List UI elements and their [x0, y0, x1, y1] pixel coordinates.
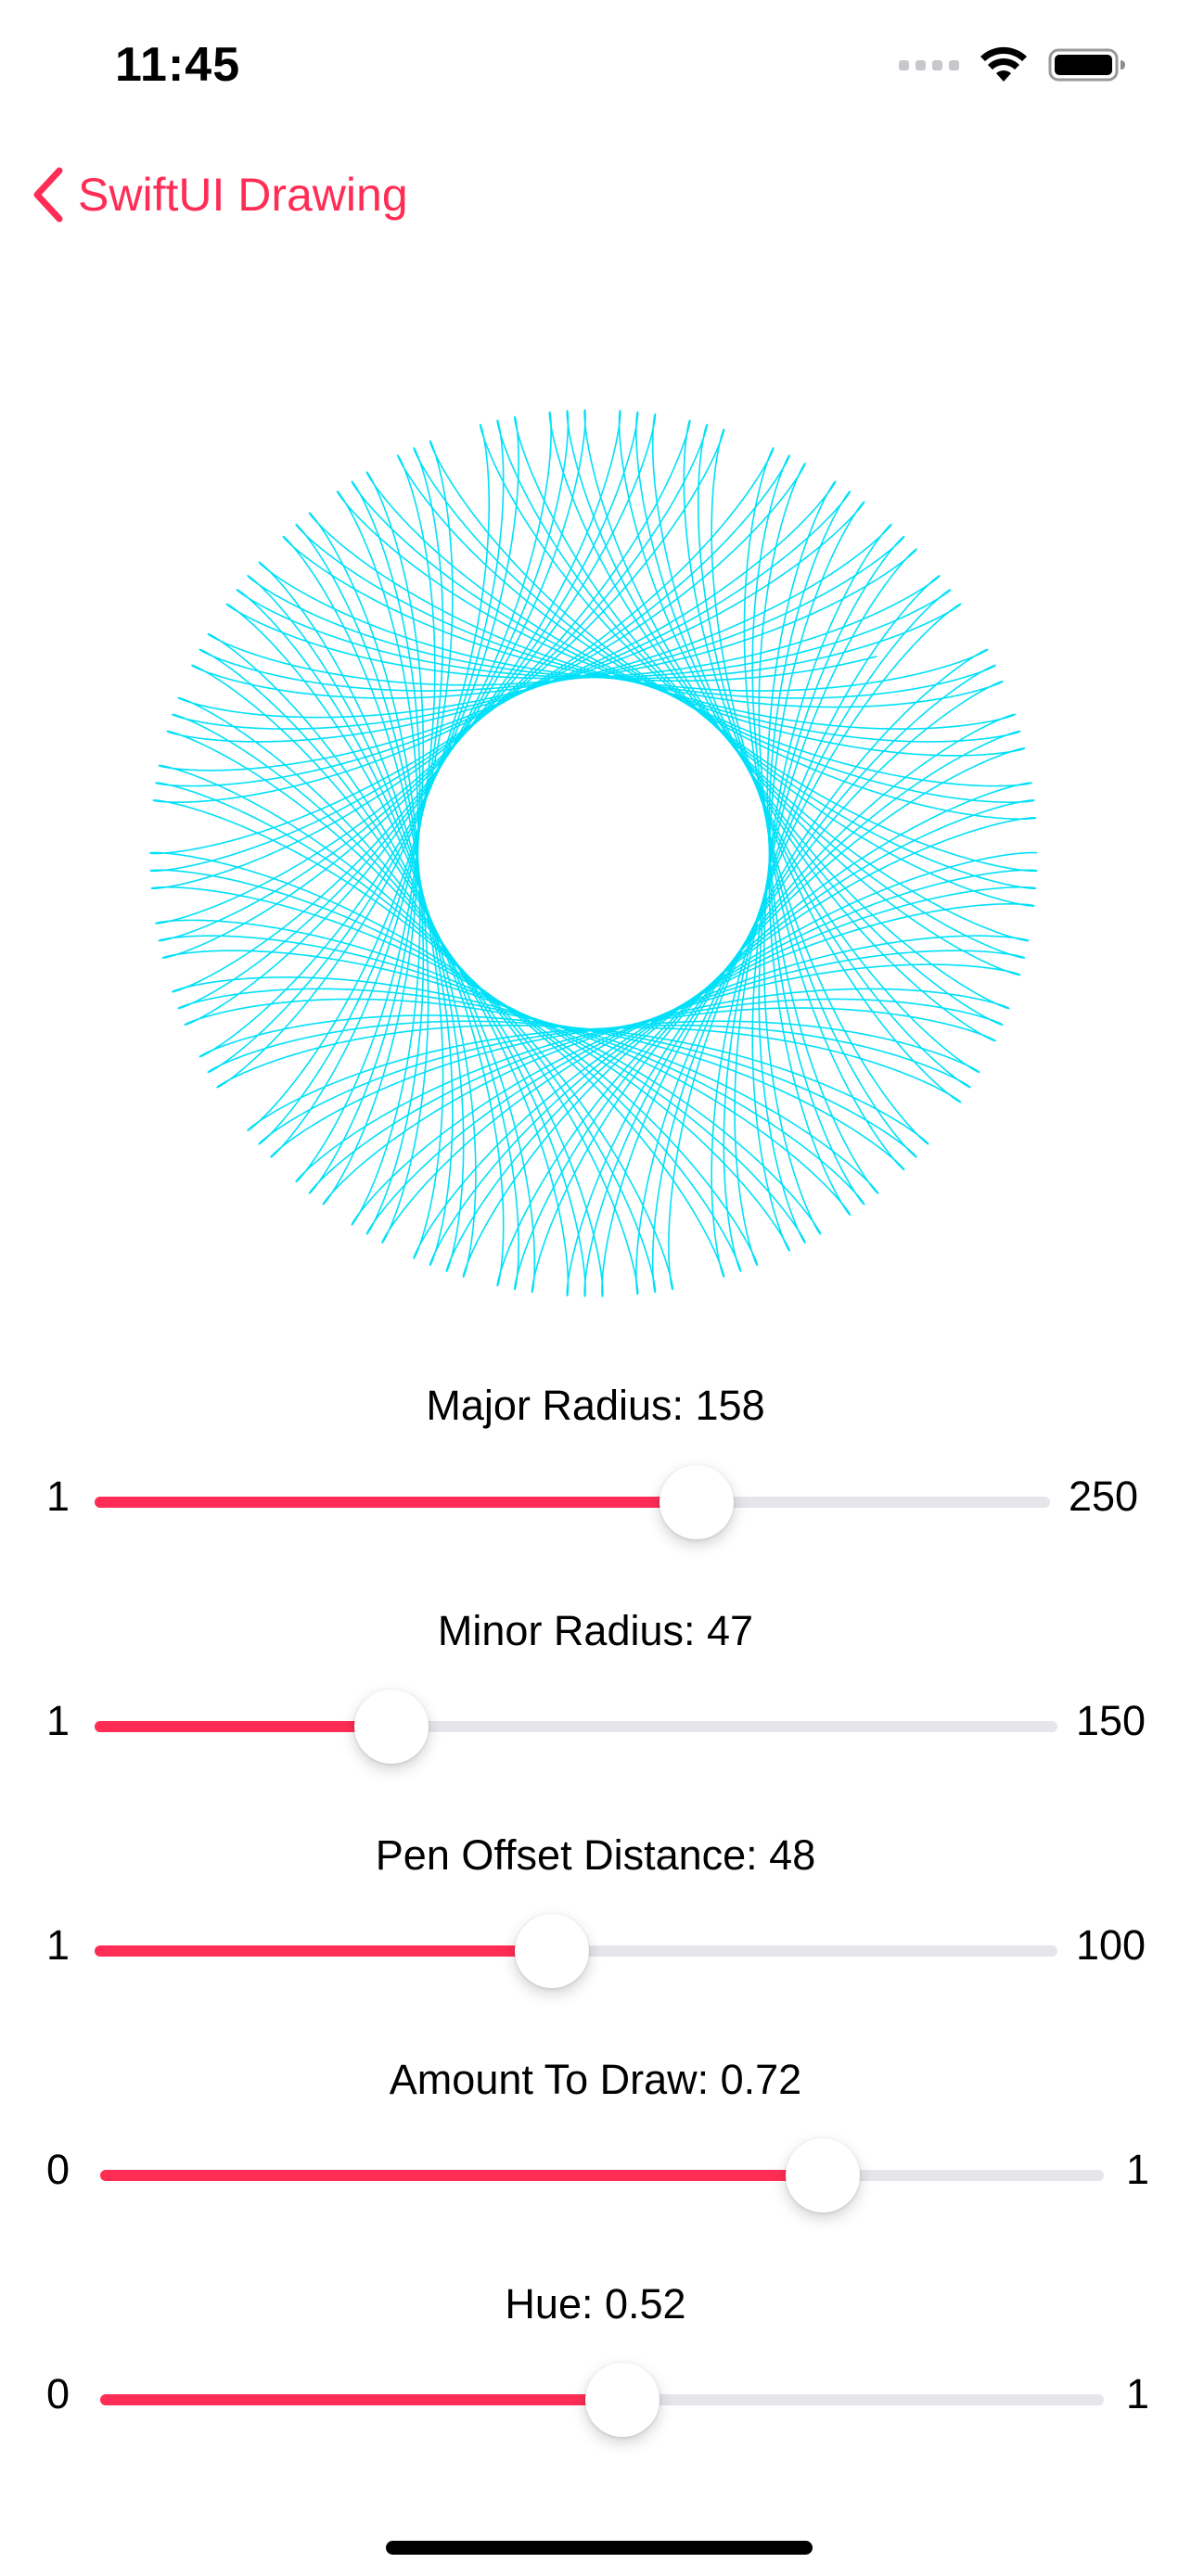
hue-slider-fill [100, 2394, 622, 2405]
hue-max-label: 1 [1126, 2370, 1150, 2417]
status-time: 11:45 [115, 38, 241, 92]
amount-to-draw-min-label: 0 [46, 2146, 70, 2193]
chevron-left-icon [33, 167, 63, 223]
spirograph-canvas [139, 399, 1048, 1307]
wifi-icon [980, 46, 1027, 82]
pen-offset-label: Pen Offset Distance: 48 [375, 1831, 816, 1879]
hue-label: Hue: 0.52 [505, 2280, 686, 2327]
amount-to-draw-slider-thumb[interactable] [786, 2138, 860, 2213]
pen-offset-slider[interactable] [95, 1914, 1057, 1988]
pen-offset-max-label: 100 [1076, 1921, 1146, 1969]
minor-radius-max-label: 150 [1076, 1697, 1146, 1744]
major-radius-slider[interactable] [95, 1465, 1050, 1539]
major-radius-max-label: 250 [1069, 1473, 1139, 1520]
minor-radius-min-label: 1 [46, 1697, 70, 1744]
hue-min-label: 0 [46, 2370, 70, 2417]
minor-radius-label: Minor Radius: 47 [437, 1607, 754, 1654]
back-button[interactable]: SwiftUI Drawing [30, 158, 408, 232]
amount-to-draw-slider-fill [100, 2170, 823, 2181]
major-radius-label: Major Radius: 158 [426, 1382, 765, 1429]
minor-radius-slider-fill [95, 1721, 391, 1732]
pen-offset-slider-fill [95, 1945, 552, 1957]
major-radius-slider-fill [95, 1497, 697, 1508]
status-bar: 11:45 [0, 0, 1191, 139]
cellular-signal-icon [899, 59, 959, 70]
amount-to-draw-slider[interactable] [100, 2138, 1104, 2213]
minor-radius-slider[interactable] [95, 1690, 1057, 1764]
hue-slider[interactable] [100, 2363, 1104, 2437]
major-radius-slider-thumb[interactable] [660, 1465, 734, 1539]
amount-to-draw-label: Amount To Draw: 0.72 [389, 2056, 802, 2103]
status-icons [899, 46, 1126, 83]
major-radius-min-label: 1 [46, 1473, 70, 1520]
back-button-label: SwiftUI Drawing [78, 169, 408, 221]
pen-offset-min-label: 1 [46, 1921, 70, 1969]
home-indicator [386, 2541, 813, 2555]
amount-to-draw-max-label: 1 [1126, 2146, 1150, 2193]
pen-offset-slider-thumb[interactable] [515, 1914, 589, 1988]
hue-slider-thumb[interactable] [585, 2363, 660, 2437]
battery-icon [1048, 48, 1125, 82]
minor-radius-slider-thumb[interactable] [354, 1690, 429, 1764]
spirograph-drawing [149, 409, 1038, 1297]
